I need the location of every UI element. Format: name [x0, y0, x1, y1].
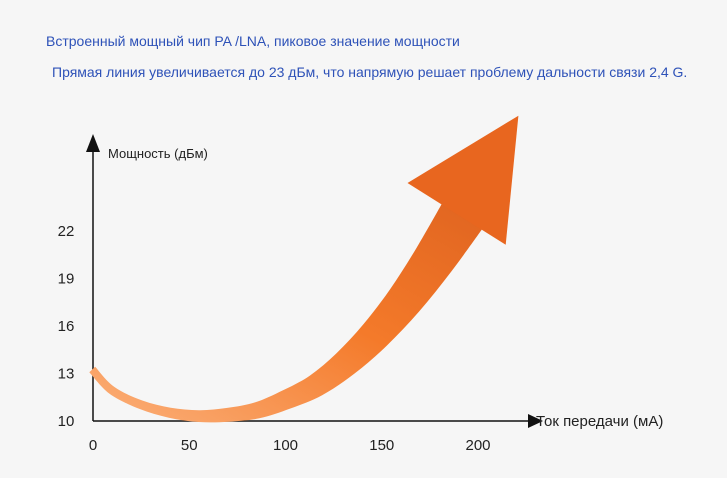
x-tick-label: 200 — [465, 437, 490, 454]
x-axis-arrowhead — [528, 414, 543, 428]
x-tick-label: 150 — [369, 437, 394, 454]
y-axis-title: Мощность (дБм) — [108, 146, 208, 161]
x-tick-label: 100 — [273, 437, 298, 454]
y-tick-labels: 10 13 16 19 22 — [58, 223, 75, 430]
headline-line-2: Прямая линия увеличивается до 23 дБм, чт… — [52, 64, 688, 80]
x-tick-label: 50 — [181, 437, 198, 454]
y-axis-arrowhead — [86, 134, 100, 152]
headline-line-1: Встроенный мощный чип PA /LNA, пиковое з… — [46, 33, 460, 49]
x-axis-title: Ток передачи (мА) — [536, 413, 663, 430]
y-tick-label: 10 — [58, 413, 75, 430]
y-tick-label: 22 — [58, 223, 75, 240]
y-tick-label: 13 — [58, 366, 75, 383]
y-tick-label: 19 — [58, 271, 75, 288]
x-tick-label: 0 — [89, 437, 97, 454]
power-curve-arrowhead — [407, 115, 519, 245]
y-tick-label: 16 — [58, 318, 75, 335]
power-curve-arrow-body — [89, 200, 485, 423]
x-tick-labels: 0 50 100 150 200 — [89, 437, 491, 454]
